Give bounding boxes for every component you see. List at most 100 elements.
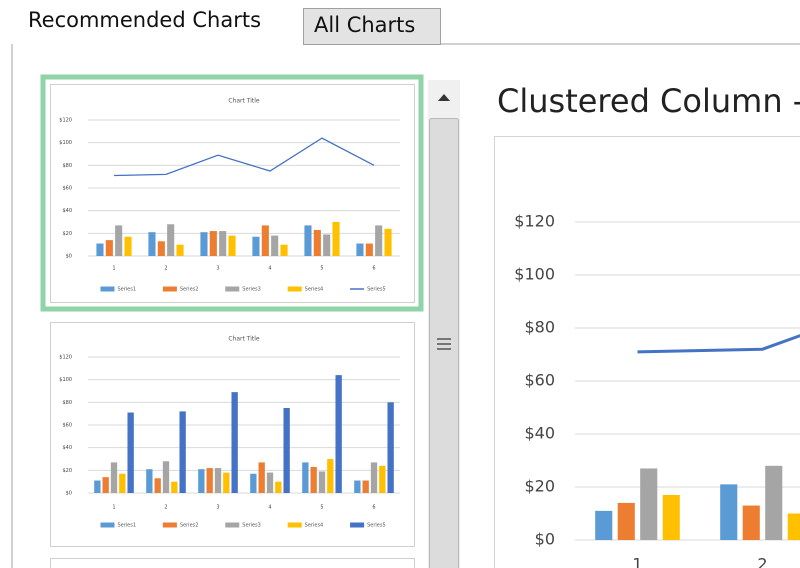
y-tick-label: $120 bbox=[59, 118, 72, 124]
bar bbox=[765, 465, 783, 540]
x-tick-label: 1 bbox=[112, 505, 115, 511]
bar bbox=[720, 484, 738, 540]
chart-title: Chart Title bbox=[228, 98, 260, 105]
bar bbox=[370, 462, 378, 493]
y-tick-label: $0 bbox=[66, 491, 72, 497]
bar bbox=[280, 244, 288, 256]
bar bbox=[250, 473, 257, 493]
bar bbox=[154, 478, 161, 493]
tab-all-charts-bg[interactable] bbox=[303, 8, 441, 45]
bar bbox=[115, 225, 123, 256]
bar bbox=[200, 232, 208, 256]
bar bbox=[304, 225, 312, 256]
bar bbox=[209, 231, 217, 256]
bar bbox=[252, 236, 260, 256]
bar bbox=[94, 480, 101, 493]
y-tick-label: $20 bbox=[524, 477, 555, 496]
chart-title: Chart Title bbox=[228, 336, 260, 343]
y-tick-label: $60 bbox=[62, 423, 72, 429]
scroll-grip bbox=[437, 338, 451, 350]
x-tick-label: 5 bbox=[320, 266, 323, 272]
bar bbox=[379, 465, 386, 493]
bar bbox=[318, 471, 326, 493]
legend-swatch bbox=[162, 286, 177, 292]
x-tick-label: 1 bbox=[112, 266, 115, 272]
bar bbox=[310, 466, 317, 493]
bar bbox=[231, 392, 238, 493]
legend-swatch bbox=[287, 522, 302, 528]
selected-thumbnail-frame[interactable] bbox=[40, 74, 424, 312]
bar bbox=[365, 243, 373, 256]
bar bbox=[148, 232, 156, 256]
bar bbox=[375, 225, 383, 256]
bar bbox=[146, 469, 153, 493]
thumbnail-list: Chart Title $0 $20 $40 $60 $80 $100 $120 1 2 3 4 5 6 S… bbox=[59, 98, 400, 529]
y-tick-label: $20 bbox=[62, 231, 72, 237]
bar bbox=[258, 462, 265, 493]
bar bbox=[742, 505, 760, 540]
bar bbox=[332, 222, 340, 256]
y-tick-label: $60 bbox=[62, 186, 72, 192]
tab-recommended[interactable]: Recommended Charts bbox=[28, 8, 261, 32]
thumbnail-3[interactable] bbox=[50, 558, 415, 568]
legend-label: Series4 bbox=[305, 523, 324, 529]
bar bbox=[119, 473, 126, 493]
bar bbox=[206, 468, 213, 493]
x-tick-label: 2 bbox=[164, 505, 167, 511]
x-tick-label: 2 bbox=[164, 266, 167, 272]
bar bbox=[96, 243, 104, 256]
y-tick-label: $20 bbox=[62, 468, 72, 474]
thumbnail-1[interactable] bbox=[50, 84, 415, 303]
bar bbox=[362, 480, 369, 493]
y-tick-label: $80 bbox=[524, 318, 555, 337]
bar bbox=[102, 477, 109, 493]
legend-swatch bbox=[350, 522, 365, 528]
bar bbox=[662, 494, 680, 540]
legend-label: Series2 bbox=[180, 287, 199, 293]
legend-swatch bbox=[225, 286, 240, 292]
legend-swatch bbox=[100, 522, 115, 528]
x-tick-label: 3 bbox=[216, 266, 219, 272]
y-tick-label: $40 bbox=[524, 424, 555, 443]
bar bbox=[313, 229, 321, 256]
x-tick-label: 6 bbox=[372, 505, 375, 511]
bar bbox=[261, 225, 269, 256]
line-series bbox=[113, 137, 375, 177]
legend-label: Series3 bbox=[242, 287, 261, 293]
bar bbox=[219, 231, 227, 256]
legend-label: Series2 bbox=[180, 523, 199, 529]
y-tick-label: $80 bbox=[62, 400, 72, 406]
bar bbox=[354, 480, 361, 493]
legend-swatch bbox=[225, 522, 240, 528]
bar bbox=[275, 481, 282, 493]
bar bbox=[787, 513, 800, 540]
legend-label: Series1 bbox=[117, 523, 136, 529]
x-tick-label: 2 bbox=[757, 555, 767, 568]
bar bbox=[327, 459, 334, 493]
legend-label: Series3 bbox=[242, 523, 261, 529]
preview-title: Clustered Column - bbox=[497, 82, 800, 120]
bar bbox=[110, 462, 118, 493]
y-tick-label: $0 bbox=[66, 254, 72, 260]
y-tick-label: $120 bbox=[59, 355, 72, 361]
bar bbox=[214, 468, 222, 493]
bar bbox=[124, 236, 132, 256]
bar bbox=[167, 224, 175, 256]
bar bbox=[387, 402, 394, 493]
scroll-up-arrow[interactable] bbox=[438, 94, 450, 101]
legend-label: Series5 bbox=[367, 523, 386, 529]
legend-swatch bbox=[162, 522, 177, 528]
legend-swatch bbox=[287, 286, 302, 292]
y-tick-label: $100 bbox=[59, 140, 72, 146]
bar bbox=[198, 469, 205, 493]
y-tick-label: $40 bbox=[62, 208, 72, 214]
y-tick-label: $100 bbox=[514, 265, 555, 284]
x-tick-label: 5 bbox=[320, 505, 323, 511]
bar bbox=[157, 241, 165, 256]
legend-label: Series5 bbox=[367, 287, 386, 293]
tab-all-charts[interactable]: All Charts bbox=[314, 13, 415, 37]
x-tick-label: 3 bbox=[216, 505, 219, 511]
